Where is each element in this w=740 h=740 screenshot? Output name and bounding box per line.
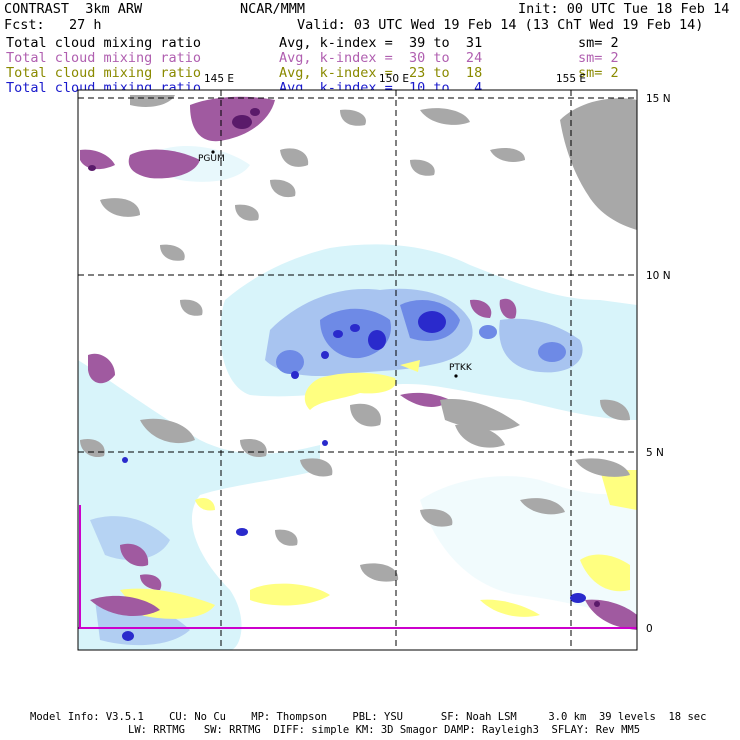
field-sm-1: sm= 2 [578, 35, 619, 51]
station-label-ptkk: PTKK [449, 363, 473, 373]
lat-lon-grid [78, 90, 637, 650]
forecast-hour: Fcst: 27 h [4, 17, 102, 33]
cloud-field-core [122, 311, 586, 641]
lat-label-15n: 15 N [646, 93, 671, 105]
field-avg-2: Avg, k-index = 30 to 24 [279, 50, 483, 66]
lon-label-150: 150 E [379, 73, 409, 85]
map-frame [77, 89, 638, 651]
field-sm-3: sm= 2 [578, 65, 619, 81]
field-name-2: Total cloud mixing ratio [6, 50, 202, 66]
field-name-3: Total cloud mixing ratio [6, 65, 202, 81]
model-info-line-2: LW: RRTMG SW: RRTMG DIFF: simple KM: 3D … [128, 724, 641, 736]
field-avg-3: Avg, k-index = 23 to 18 [279, 65, 483, 81]
field-avg-1: Avg, k-index = 39 to 31 [279, 35, 483, 51]
lat-label-5n: 5 N [646, 447, 664, 459]
init-time: Init: 00 UTC Tue 18 Feb 14 [518, 1, 730, 17]
valid-time: Valid: 03 UTC Wed 19 Feb 14 (13 ChT Wed … [297, 17, 704, 33]
land-features [80, 95, 637, 582]
institution: NCAR/MMM [240, 1, 306, 17]
lon-label-145: 145 E [204, 73, 234, 85]
model-info-line-1: Model Info: V3.5.1 CU: No Cu MP: Thompso… [30, 711, 707, 723]
cloud-field-purple-dark [88, 108, 600, 607]
lon-label-155: 155 E [556, 73, 586, 85]
lat-label-0: 0 [646, 623, 653, 635]
station-marker-pgum [211, 150, 215, 154]
field-name-1: Total cloud mixing ratio [6, 35, 202, 51]
model-title: CONTRAST 3km ARW [4, 1, 143, 17]
lat-label-10n: 10 N [646, 270, 671, 282]
station-label-pgum: PGUM [198, 154, 225, 164]
station-marker-ptkk [454, 374, 458, 378]
cloud-field-purple [80, 96, 637, 630]
field-sm-2: sm= 2 [578, 50, 619, 66]
